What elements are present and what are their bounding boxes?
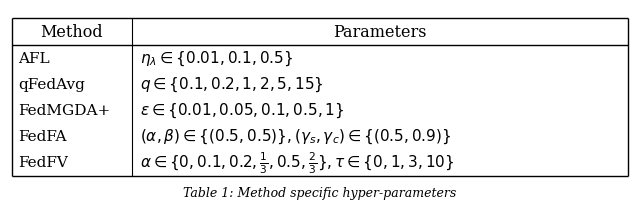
Text: Method: Method	[40, 24, 103, 41]
Text: FedFA: FedFA	[18, 130, 67, 144]
Text: Parameters: Parameters	[333, 24, 427, 41]
Text: FedMGDA+: FedMGDA+	[18, 104, 110, 118]
Text: $\epsilon \in \{0.01, 0.05, 0.1, 0.5, 1\}$: $\epsilon \in \{0.01, 0.05, 0.1, 0.5, 1\…	[140, 101, 344, 120]
Text: qFedAvg: qFedAvg	[18, 77, 84, 91]
Text: FedFV: FedFV	[18, 156, 68, 170]
Text: $\eta_{\lambda} \in \{0.01, 0.1, 0.5\}$: $\eta_{\lambda} \in \{0.01, 0.1, 0.5\}$	[140, 49, 292, 67]
Text: $(\alpha, \beta) \in \{(0.5, 0.5)\}, (\gamma_s, \gamma_c) \in \{(0.5, 0.9)\}$: $(\alpha, \beta) \in \{(0.5, 0.5)\}, (\g…	[140, 127, 451, 146]
Text: $q \in \{0.1, 0.2, 1, 2, 5, 15\}$: $q \in \{0.1, 0.2, 1, 2, 5, 15\}$	[140, 75, 323, 94]
Text: Table 1: Method specific hyper-parameters: Table 1: Method specific hyper-parameter…	[184, 186, 456, 199]
Text: AFL: AFL	[18, 51, 49, 65]
Text: $\alpha \in \{0, 0.1, 0.2, \frac{1}{3}, 0.5, \frac{2}{3}\}, \tau \in \{0, 1, 3, : $\alpha \in \{0, 0.1, 0.2, \frac{1}{3}, …	[140, 150, 454, 175]
